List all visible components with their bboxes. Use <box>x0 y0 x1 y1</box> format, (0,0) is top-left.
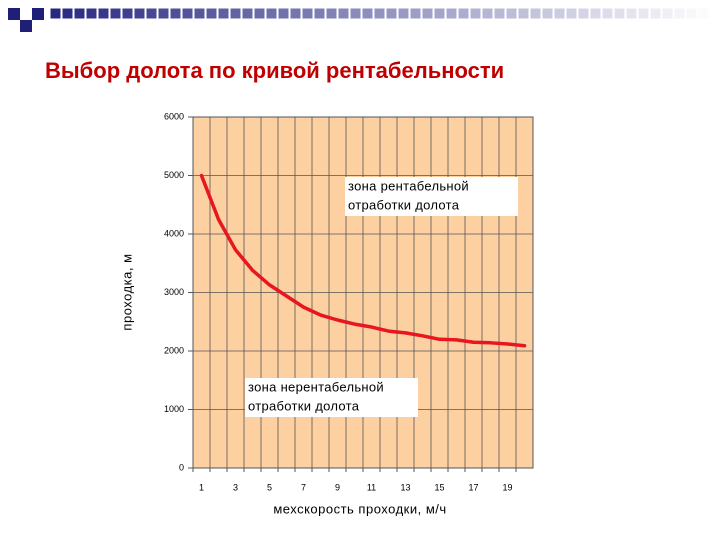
y-tick-label: 5000 <box>164 170 184 180</box>
deco-square <box>577 7 590 20</box>
x-axis-title: мехскорость проходки, м/ч <box>273 501 446 516</box>
deco-square <box>553 7 566 20</box>
deco-square <box>97 7 110 20</box>
deco-square <box>193 7 206 20</box>
deco-square <box>229 7 242 20</box>
x-tick-label: 11 <box>367 482 376 492</box>
deco-square <box>205 7 218 20</box>
deco-square <box>409 7 422 20</box>
x-tick-label: 5 <box>267 482 272 492</box>
deco-square <box>289 7 302 20</box>
slide-title: Выбор долота по кривой рентабельности <box>45 58 504 83</box>
deco-square <box>61 7 74 20</box>
deco-square <box>337 7 350 20</box>
y-tick-label: 3000 <box>164 287 184 297</box>
annotation-box <box>345 177 518 216</box>
deco-square <box>277 7 290 20</box>
deco-square <box>481 7 494 20</box>
x-tick-label: 1 <box>199 482 204 492</box>
annotation: отработки долота <box>348 197 460 212</box>
deco-square <box>109 7 122 20</box>
deco-square <box>361 7 374 20</box>
deco-square <box>73 7 86 20</box>
y-tick-label: 0 <box>179 462 184 472</box>
deco-square <box>673 7 686 20</box>
deco-square <box>373 7 386 20</box>
deco-square <box>637 7 650 20</box>
annotation-box <box>245 378 418 417</box>
deco-square <box>265 7 278 20</box>
deco-square <box>157 7 170 20</box>
deco-square <box>469 7 482 20</box>
deco-square <box>253 7 266 20</box>
deco-square <box>349 7 362 20</box>
deco-square <box>589 7 602 20</box>
deco-square <box>661 7 674 20</box>
x-tick-label: 13 <box>400 482 410 492</box>
annotation: зона рентабельной <box>348 178 469 193</box>
deco-square <box>385 7 398 20</box>
x-tick-label: 19 <box>502 482 512 492</box>
x-tick-label: 17 <box>468 482 478 492</box>
y-tick-label: 2000 <box>164 345 184 355</box>
deco-square <box>301 7 314 20</box>
x-tick-label: 9 <box>335 482 340 492</box>
deco-square <box>625 7 638 20</box>
deco-square <box>445 7 458 20</box>
deco-square <box>613 7 626 20</box>
annotation: зона нерентабельной <box>248 379 384 394</box>
deco-square <box>529 7 542 20</box>
deco-square <box>8 8 20 20</box>
x-tick-label: 3 <box>233 482 238 492</box>
deco-square <box>32 8 44 20</box>
x-tick-label: 7 <box>301 482 306 492</box>
deco-square <box>421 7 434 20</box>
deco-square <box>517 7 530 20</box>
deco-square <box>685 7 698 20</box>
y-tick-label: 6000 <box>164 111 184 121</box>
y-tick-label: 1000 <box>164 404 184 414</box>
deco-square <box>217 7 230 20</box>
deco-square <box>85 7 98 20</box>
deco-square <box>565 7 578 20</box>
x-tick-label: 15 <box>434 482 444 492</box>
deco-square <box>49 7 62 20</box>
deco-square <box>397 7 410 20</box>
deco-square <box>493 7 506 20</box>
y-tick-label: 4000 <box>164 228 184 238</box>
deco-square <box>505 7 518 20</box>
deco-square <box>121 7 134 20</box>
deco-square <box>325 7 338 20</box>
deco-square <box>169 7 182 20</box>
deco-square <box>313 7 326 20</box>
deco-square <box>697 7 710 20</box>
deco-square <box>541 7 554 20</box>
annotation: отработки долота <box>248 398 360 413</box>
deco-square <box>457 7 470 20</box>
deco-square <box>601 7 614 20</box>
deco-square <box>20 20 32 32</box>
header-decoration <box>8 7 720 32</box>
deco-square <box>709 7 720 20</box>
deco-square <box>145 7 158 20</box>
deco-square <box>133 7 146 20</box>
y-axis-title: проходка, м <box>119 253 134 330</box>
deco-square <box>241 7 254 20</box>
data-line <box>199 173 527 348</box>
deco-square <box>181 7 194 20</box>
deco-square <box>433 7 446 20</box>
deco-square <box>649 7 662 20</box>
